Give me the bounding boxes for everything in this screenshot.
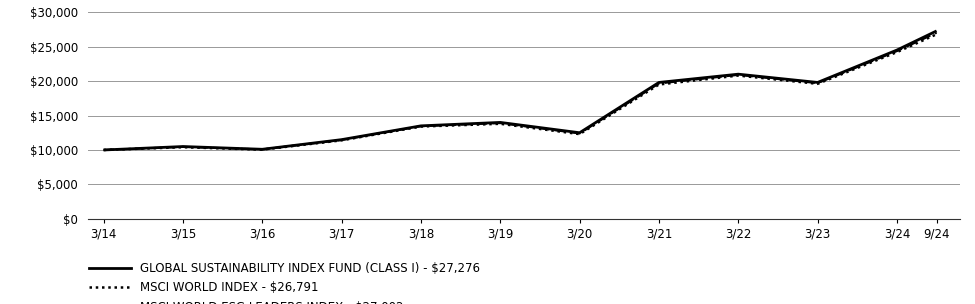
Legend: GLOBAL SUSTAINABILITY INDEX FUND (CLASS I) - $27,276, MSCI WORLD INDEX - $26,791: GLOBAL SUSTAINABILITY INDEX FUND (CLASS … [90, 262, 480, 304]
